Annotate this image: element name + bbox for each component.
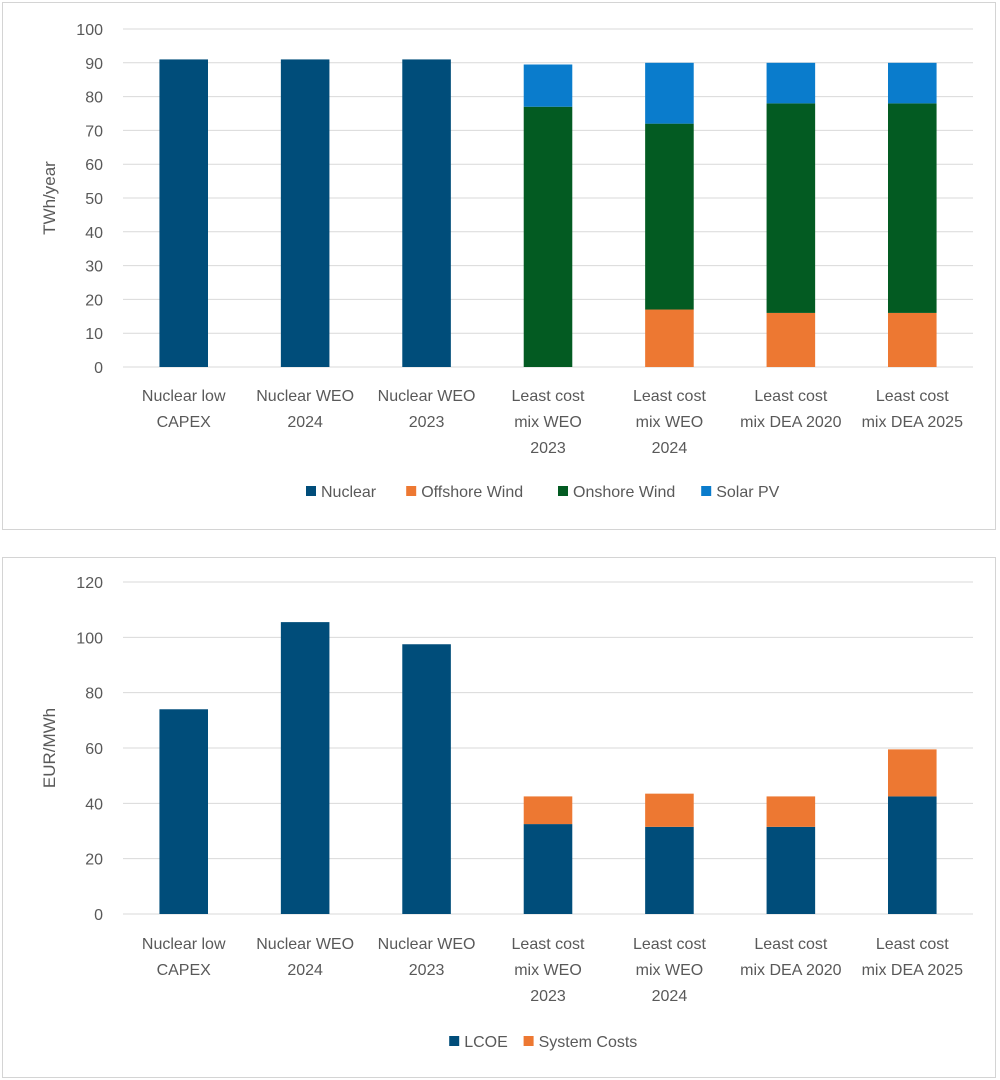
bar-lcoe: [523, 824, 573, 914]
bar-onshore-wind: [523, 106, 573, 368]
legend-swatch: [406, 486, 417, 496]
y-tick-label: 20: [85, 292, 103, 309]
x-tick-label: Nuclear WEO 2024: [256, 388, 354, 431]
legend-swatch: [523, 1036, 534, 1046]
y-tick-label: 40: [85, 796, 103, 813]
bar-offshore-wind: [645, 309, 694, 367]
bar-solar-pv: [645, 62, 694, 124]
x-tick-label: Nuclear WEO 2024: [256, 936, 354, 979]
y-axis-label: EUR/MWh: [40, 708, 59, 788]
bar-lcoe: [402, 644, 451, 914]
x-tick-label: Nuclear WEO 2023: [378, 936, 476, 979]
legend-swatch: [306, 486, 316, 496]
bar-lcoe: [159, 709, 208, 914]
cost-chart-panel: 0 20 40 60 80 100 120 EUR/MWh Nuclear low CAPEX Nu…: [2, 557, 996, 1078]
y-tick-label: 100: [76, 630, 103, 647]
legend-label: LCOE: [464, 1034, 508, 1051]
y-tick-label: 30: [85, 259, 103, 276]
y-tick-label: 90: [85, 56, 103, 73]
x-tick-label: Nuclear low CAPEX: [142, 388, 226, 431]
x-tick-label: Least cost mix DEA 2025: [862, 936, 963, 979]
generation-chart: 0 10 20 30 40 50 60 70 80 90 100 TWh/year Nuclear lo…: [40, 22, 973, 501]
bar-nuclear: [280, 59, 330, 368]
cost-chart: 0 20 40 60 80 100 120 EUR/MWh Nuclear low CAPEX Nu…: [40, 575, 973, 1051]
x-tick-label: Least cost mix WEO 2024: [633, 936, 706, 1005]
x-tick-label: Least cost mix WEO 2023: [512, 936, 585, 1005]
x-tick-label: Least cost mix WEO 2023: [512, 388, 585, 457]
x-tick-label: Least cost mix WEO 2024: [633, 388, 706, 457]
y-tick-label: 70: [85, 123, 103, 140]
x-tick-label: Least cost mix DEA 2020: [740, 936, 841, 979]
legend-label: Onshore Wind: [573, 484, 675, 501]
bar-onshore-wind: [766, 103, 816, 313]
legend-swatch: [701, 486, 712, 496]
bar-solar-pv: [523, 64, 573, 107]
x-tick-label: Nuclear WEO 2023: [378, 388, 476, 431]
bar-onshore-wind: [645, 123, 694, 310]
y-tick-label: 60: [85, 741, 103, 758]
y-tick-label: 0: [94, 907, 103, 924]
bar-offshore-wind: [766, 312, 816, 367]
bar-system-costs: [645, 793, 694, 827]
y-tick-label: 10: [85, 326, 103, 343]
generation-chart-panel: 0 10 20 30 40 50 60 70 80 90 100 TWh/year Nuclear lo…: [2, 2, 996, 530]
x-tick-label: Least cost mix DEA 2020: [740, 388, 841, 431]
y-axis-label: TWh/year: [40, 161, 59, 235]
bar-lcoe: [888, 796, 937, 914]
y-tick-label: 80: [85, 686, 103, 703]
legend-label: Offshore Wind: [421, 484, 523, 501]
y-tick-label: 50: [85, 191, 103, 208]
bar-solar-pv: [888, 62, 937, 104]
x-tick-label: Nuclear low CAPEX: [142, 936, 226, 979]
legend-swatch: [449, 1036, 460, 1046]
y-tick-label: 80: [85, 90, 103, 107]
bar-lcoe: [645, 826, 694, 914]
bar-onshore-wind: [888, 103, 937, 313]
bar-offshore-wind: [888, 312, 937, 367]
y-tick-label: 20: [85, 852, 103, 869]
y-tick-label: 60: [85, 157, 103, 174]
bar-solar-pv: [766, 62, 816, 104]
bar-system-costs: [523, 796, 573, 825]
legend-swatch: [558, 486, 568, 496]
y-tick-label: 40: [85, 225, 103, 242]
bar-system-costs: [766, 796, 816, 827]
legend-label: System Costs: [539, 1034, 638, 1051]
x-tick-label: Least cost mix DEA 2025: [862, 388, 963, 431]
y-tick-label: 120: [76, 575, 103, 592]
bar-lcoe: [766, 826, 816, 914]
legend-label: Solar PV: [716, 484, 779, 501]
y-tick-label: 100: [76, 22, 103, 39]
bar-lcoe: [280, 622, 330, 914]
bar-system-costs: [888, 749, 937, 797]
bar-nuclear: [402, 59, 451, 368]
bar-nuclear: [159, 59, 208, 368]
legend-label: Nuclear: [321, 484, 377, 501]
y-tick-label: 0: [94, 360, 103, 377]
